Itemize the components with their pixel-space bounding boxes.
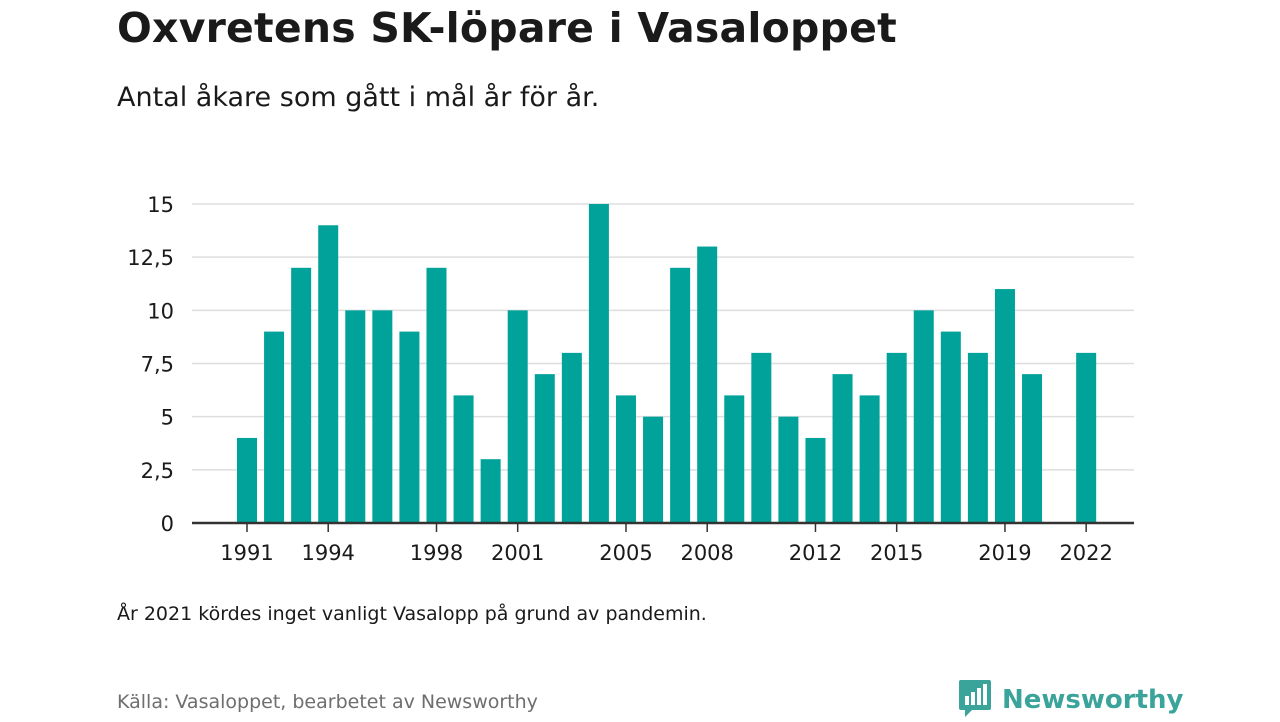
bar-1994 bbox=[318, 225, 339, 523]
bar-2008 bbox=[697, 246, 718, 524]
x-tick-label: 1991 bbox=[220, 541, 273, 565]
bar-2011 bbox=[778, 416, 799, 523]
bar-2005 bbox=[615, 395, 636, 523]
x-tick-label: 1998 bbox=[410, 541, 463, 565]
x-axis-ticks: 1991 1994 1998 2001 2005 2008 2012 2015 2019 2022 bbox=[220, 523, 1113, 565]
source-text: Källa: Vasaloppet, bearbetet av Newswort… bbox=[117, 691, 538, 713]
bar-2019 bbox=[994, 289, 1015, 523]
bar-1993 bbox=[291, 267, 312, 523]
bar-2015 bbox=[886, 352, 907, 523]
bar-2022 bbox=[1076, 352, 1097, 523]
bar-2004 bbox=[588, 204, 609, 523]
x-tick-label: 2012 bbox=[789, 541, 842, 565]
y-tick-label: 0 bbox=[161, 512, 174, 536]
bar-1995 bbox=[345, 310, 366, 523]
bar-2020 bbox=[1022, 374, 1043, 523]
bar-1996 bbox=[372, 310, 393, 523]
y-axis-ticks: 0 2,5 5 7,5 10 12,5 15 bbox=[127, 193, 174, 536]
newsworthy-logo-icon bbox=[958, 678, 992, 722]
bar-1997 bbox=[399, 331, 420, 523]
y-tick-label: 5 bbox=[161, 406, 174, 430]
bar-2002 bbox=[534, 374, 555, 523]
newsworthy-brand-text: Newsworthy bbox=[1002, 685, 1184, 715]
chart-note: År 2021 kördes inget vanligt Vasalopp på… bbox=[117, 603, 707, 625]
x-tick-label: 2005 bbox=[599, 541, 652, 565]
x-tick-label: 1994 bbox=[301, 541, 354, 565]
y-tick-label: 12,5 bbox=[127, 246, 174, 270]
bar-2014 bbox=[859, 395, 880, 523]
bar-2013 bbox=[832, 374, 853, 523]
bar-1998 bbox=[426, 267, 447, 523]
y-tick-label: 15 bbox=[147, 193, 174, 217]
bar-2012 bbox=[805, 437, 826, 523]
newsworthy-logo: Newsworthy bbox=[958, 678, 1183, 722]
bar-1992 bbox=[264, 331, 285, 523]
y-tick-label: 2,5 bbox=[141, 459, 174, 483]
bar-1991 bbox=[237, 437, 257, 523]
bar-1999 bbox=[453, 395, 474, 523]
bar-2001 bbox=[507, 310, 528, 523]
x-tick-label: 2001 bbox=[491, 541, 544, 565]
x-tick-label: 2008 bbox=[680, 541, 733, 565]
y-tick-label: 7,5 bbox=[141, 353, 174, 377]
bar-2010 bbox=[751, 352, 772, 523]
bar-2000 bbox=[480, 459, 501, 523]
bar-2003 bbox=[561, 352, 582, 523]
bar-2007 bbox=[670, 267, 691, 523]
bar-2018 bbox=[967, 352, 988, 523]
x-tick-label: 2022 bbox=[1059, 541, 1112, 565]
bar-2006 bbox=[643, 416, 664, 523]
chart-subtitle: Antal åkare som gått i mål år för år. bbox=[117, 82, 600, 113]
bar-2009 bbox=[724, 395, 745, 523]
x-tick-label: 2019 bbox=[978, 541, 1031, 565]
x-tick-label: 2015 bbox=[870, 541, 923, 565]
bar-2016 bbox=[913, 310, 934, 523]
bar-chart: 0 2,5 5 7,5 10 12,5 15 1991 1994 1998 2001 2005 200… bbox=[127, 193, 1134, 565]
y-tick-label: 10 bbox=[147, 299, 174, 323]
bars bbox=[237, 204, 1097, 524]
bar-2017 bbox=[940, 331, 961, 523]
chart-title: Oxvretens SK-löpare i Vasaloppet bbox=[117, 4, 897, 52]
